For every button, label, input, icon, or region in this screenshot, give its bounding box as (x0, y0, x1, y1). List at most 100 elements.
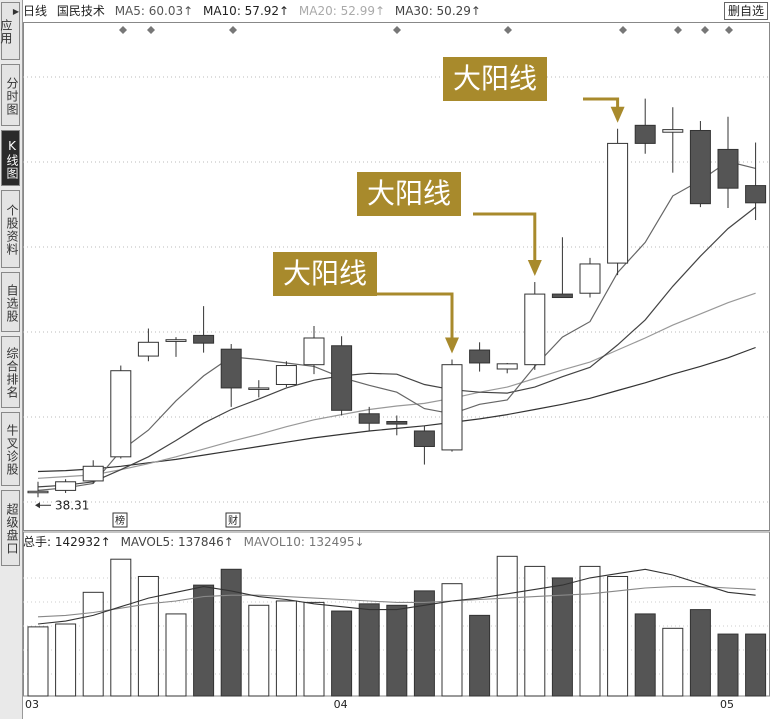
volume-bar-up[interactable] (82, 591, 104, 697)
callout-label: 大阳线 (273, 252, 378, 296)
candle-up[interactable] (524, 293, 546, 366)
volume-bar-up[interactable] (248, 604, 270, 697)
low-price-arrow-icon (35, 502, 40, 509)
stock-name: 国民技术 (56, 4, 105, 18)
volume-total: 总手: 142932↑ (23, 535, 111, 549)
volume-bar-up[interactable] (579, 565, 601, 697)
volume-bar-up[interactable] (165, 613, 187, 697)
candle-down[interactable] (413, 430, 435, 447)
sidebar-button-profile[interactable]: 个股资料 (1, 190, 20, 268)
volume-bar-down[interactable] (551, 577, 573, 697)
x-axis: 03 04 05 (23, 697, 770, 719)
ma30-value: MA30: 50.29↑ (394, 4, 481, 18)
sidebar-button-timeshare[interactable]: 分时图 (1, 64, 20, 126)
sidebar-button-app[interactable]: ▶ 应用 (0, 2, 20, 60)
candle-down[interactable] (717, 148, 739, 189)
collapse-arrow-icon[interactable]: ▶ (12, 7, 19, 16)
volume-bar-down[interactable] (413, 590, 435, 697)
candle-up[interactable] (275, 365, 297, 385)
candle-down[interactable] (358, 413, 380, 424)
volume-bar-down[interactable] (717, 633, 739, 697)
chart-header: 日线 国民技术 MA5: 60.03↑ MA10: 57.92↑ MA20: 5… (23, 0, 770, 22)
volume-bar-up[interactable] (303, 601, 325, 697)
candle-down[interactable] (745, 185, 767, 204)
event-diamond-icon (504, 26, 512, 34)
volume-bar-down[interactable] (469, 614, 491, 697)
event-diamond-icon (393, 26, 401, 34)
ma10-line (37, 206, 756, 488)
candle-up[interactable] (496, 363, 518, 370)
candle-up[interactable] (248, 387, 270, 390)
sidebar-button-ranking[interactable]: 综合排名 (1, 336, 20, 408)
candle-up[interactable] (137, 341, 159, 357)
mavol10-line (37, 586, 756, 618)
callout-arrow-line (333, 292, 454, 340)
period-label[interactable]: 日线 (23, 4, 48, 18)
volume-bar-up[interactable] (55, 623, 77, 697)
volume-bar-down[interactable] (745, 633, 767, 697)
ma10-value: MA10: 57.92↑ (202, 4, 290, 18)
ma30-line (37, 346, 756, 473)
volume-bar-up[interactable] (607, 575, 629, 697)
volume-bar-down[interactable] (358, 603, 380, 697)
event-marker-label: 榜 (115, 514, 125, 527)
sidebar-button-label: 超级盘口 (5, 503, 19, 555)
candle-up[interactable] (165, 339, 187, 342)
volume-bar-up[interactable] (137, 575, 159, 697)
volume-bar-up[interactable] (662, 627, 684, 697)
event-diamond-icon (119, 26, 127, 34)
candle-down[interactable] (551, 293, 573, 299)
sidebar-button-label: 综合排名 (5, 347, 19, 399)
volume-bar-down[interactable] (193, 584, 215, 697)
volume-bar-down[interactable] (331, 610, 353, 697)
ma20-value: MA20: 52.99↑ (298, 4, 386, 18)
callout-arrow-line (473, 212, 537, 263)
kline-chart[interactable]: 38.31 榜 财 (23, 22, 770, 697)
candle-up[interactable] (579, 263, 601, 294)
x-axis-tick-label: 04 (333, 698, 348, 711)
sidebar-button-diagnose[interactable]: 牛叉诊股 (1, 412, 20, 486)
candle-down[interactable] (386, 421, 408, 425)
volume-bar-up[interactable] (496, 555, 518, 697)
sidebar-button-label: 个股资料 (5, 204, 19, 256)
callout-arrowhead-icon (445, 337, 459, 354)
mavol5-line (37, 568, 756, 625)
volume-bar-up[interactable] (110, 558, 132, 697)
volume-bar-down[interactable] (634, 613, 656, 697)
sidebar-button-label: 自选股 (5, 283, 19, 323)
candle-up[interactable] (27, 490, 49, 494)
event-marker-label: 财 (228, 514, 238, 527)
sidebar-button-kline[interactable]: K线图 (1, 130, 20, 186)
volume-bar-up[interactable] (27, 626, 49, 697)
volume-bar-up[interactable] (275, 600, 297, 697)
sidebar-button-label: K线图 (5, 138, 19, 180)
candle-up[interactable] (662, 129, 684, 133)
candle-down[interactable] (689, 129, 711, 205)
candle-down[interactable] (469, 349, 491, 364)
sidebar-button-watchlist[interactable]: 自选股 (1, 272, 20, 332)
callout-label: 大阳线 (443, 57, 548, 101)
volume-bar-up[interactable] (524, 565, 546, 697)
candle-down[interactable] (331, 345, 353, 411)
sidebar-button-label: 牛叉诊股 (5, 424, 19, 476)
candle-down[interactable] (220, 348, 242, 389)
candle-up[interactable] (441, 364, 463, 451)
candle-up[interactable] (607, 142, 629, 264)
volume-bar-down[interactable] (220, 568, 242, 697)
candle-up[interactable] (55, 481, 77, 491)
volume-bar-down[interactable] (689, 609, 711, 697)
candle-down[interactable] (634, 124, 656, 144)
remove-watchlist-button[interactable]: 删自选 (723, 2, 768, 20)
event-diamond-icon (229, 26, 237, 34)
mavol5-value: MAVOL5: 137846↑ (120, 535, 234, 549)
ma5-value: MA5: 60.03↑ (114, 4, 194, 18)
event-diamond-icon (147, 26, 155, 34)
candle-down[interactable] (193, 334, 215, 344)
event-marker-box (112, 512, 128, 528)
candle-up[interactable] (110, 370, 132, 458)
volume-bar-up[interactable] (441, 583, 463, 697)
sidebar-button-superpanel[interactable]: 超级盘口 (1, 490, 20, 566)
candle-up[interactable] (303, 337, 325, 366)
volume-bar-down[interactable] (386, 604, 408, 697)
candle-up[interactable] (82, 465, 104, 482)
